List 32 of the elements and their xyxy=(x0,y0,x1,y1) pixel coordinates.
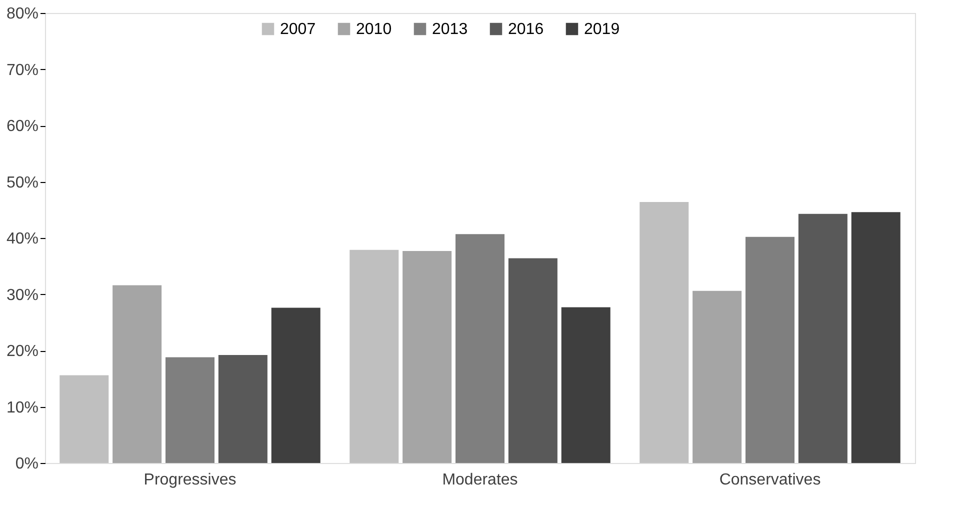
y-tick-label: 10% xyxy=(6,399,38,416)
legend-label: 2019 xyxy=(584,21,620,38)
bar xyxy=(166,357,214,463)
y-tick-label: 0% xyxy=(15,456,38,472)
bar xyxy=(218,355,268,463)
bar xyxy=(640,202,689,463)
x-tick-label: Progressives xyxy=(144,472,236,488)
bar xyxy=(350,250,399,463)
bar xyxy=(271,308,320,463)
bar xyxy=(851,212,900,463)
bar xyxy=(692,290,742,463)
bar xyxy=(508,258,558,463)
bar xyxy=(561,307,610,463)
bar xyxy=(456,234,504,463)
legend-label: 2010 xyxy=(356,21,392,38)
y-tick-label: 30% xyxy=(6,286,38,304)
legend-label: 2013 xyxy=(432,21,468,38)
legend-label: 2007 xyxy=(280,21,316,38)
bar xyxy=(402,250,452,463)
y-tick-label: 40% xyxy=(6,230,38,248)
bar xyxy=(60,375,109,463)
y-tick-label: 50% xyxy=(6,174,38,192)
y-tick-label: 80% xyxy=(6,6,38,22)
bar xyxy=(746,236,794,463)
bar xyxy=(798,214,848,463)
bar xyxy=(112,285,162,463)
x-tick-label: Conservatives xyxy=(719,472,821,488)
y-tick-label: 70% xyxy=(6,62,38,79)
y-tick-label: 20% xyxy=(6,343,38,360)
y-tick-label: 60% xyxy=(6,118,38,135)
legend-label: 2016 xyxy=(508,21,544,38)
x-tick-label: Moderates xyxy=(442,472,518,488)
